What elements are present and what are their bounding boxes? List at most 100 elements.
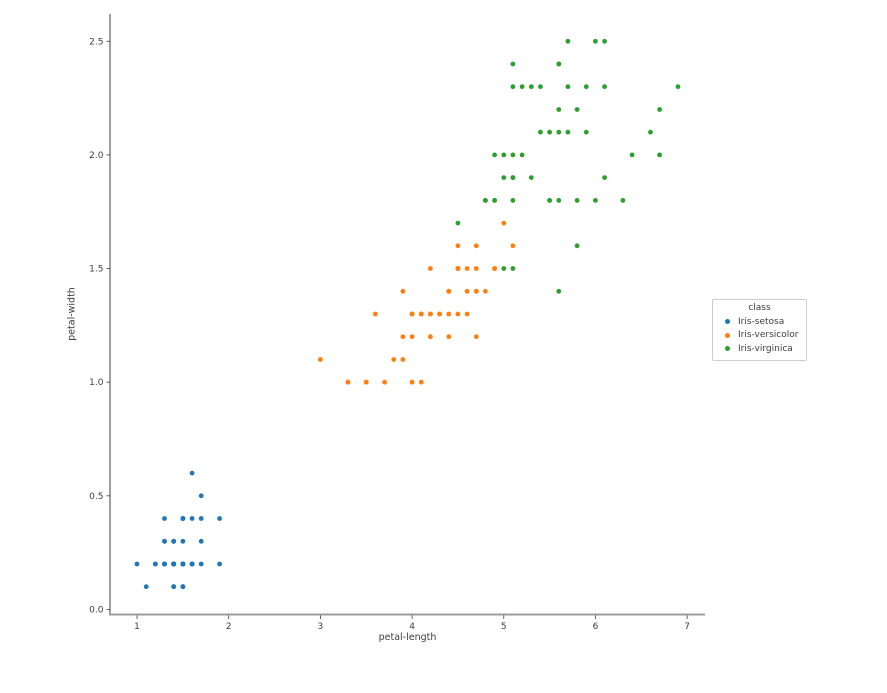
data-point-iris-setosa <box>180 561 186 567</box>
data-point-iris-versicolor <box>428 334 433 340</box>
x-tick-label: 1 <box>134 622 140 632</box>
legend-item-iris-versicolor: Iris-versicolor <box>719 329 800 343</box>
data-point-iris-virginica <box>510 266 516 271</box>
data-point-iris-virginica <box>455 220 461 226</box>
data-point-iris-setosa <box>198 561 204 567</box>
data-point-iris-virginica <box>574 198 580 203</box>
data-point-iris-virginica <box>556 107 562 112</box>
data-point-iris-versicolor <box>363 379 369 385</box>
data-point-iris-virginica <box>574 243 580 249</box>
data-point-iris-virginica <box>565 38 571 44</box>
data-point-iris-virginica <box>583 84 589 90</box>
data-point-iris-versicolor <box>345 379 351 385</box>
data-point-iris-virginica <box>528 84 534 90</box>
data-point-iris-virginica <box>556 288 562 294</box>
x-tick-label: 2 <box>226 622 232 632</box>
legend-marker-icon <box>725 346 730 352</box>
data-point-iris-virginica <box>538 84 543 90</box>
data-point-iris-virginica <box>519 84 525 90</box>
data-point-iris-virginica <box>492 198 497 203</box>
data-point-iris-virginica <box>556 61 562 67</box>
data-point-iris-setosa <box>162 561 167 567</box>
data-point-iris-setosa <box>171 584 177 590</box>
data-point-iris-versicolor <box>446 288 452 294</box>
data-point-iris-versicolor <box>473 334 479 340</box>
data-point-iris-virginica <box>510 175 516 181</box>
legend-item-label: Iris-versicolor <box>738 330 799 341</box>
data-point-iris-versicolor <box>382 379 387 385</box>
x-axis-label: petal-length <box>378 632 437 643</box>
data-point-iris-versicolor <box>464 288 470 294</box>
legend-item-iris-setosa: Iris-setosa <box>719 315 800 329</box>
data-point-iris-versicolor <box>464 311 470 317</box>
data-point-iris-setosa <box>171 538 177 544</box>
data-point-iris-virginica <box>528 175 534 181</box>
data-point-iris-virginica <box>556 198 562 203</box>
data-point-iris-virginica <box>657 152 662 158</box>
legend-title: class <box>748 303 771 313</box>
data-point-iris-setosa <box>217 516 223 521</box>
legend-item-label: Iris-virginica <box>738 343 793 354</box>
data-point-iris-virginica <box>483 198 488 203</box>
data-point-iris-virginica <box>547 198 552 203</box>
data-point-iris-versicolor <box>501 220 507 226</box>
x-tick-label: 6 <box>593 622 599 632</box>
data-point-iris-virginica <box>501 152 507 158</box>
x-tick-label: 3 <box>318 622 324 632</box>
data-point-iris-versicolor <box>418 379 424 385</box>
data-point-iris-versicolor <box>400 357 406 362</box>
legend-marker-icon <box>725 332 730 338</box>
y-axis-label: petal-width <box>66 287 78 341</box>
data-point-iris-versicolor <box>473 243 479 249</box>
x-tick-label: 7 <box>684 622 690 632</box>
y-tick-label: 1.0 <box>89 378 104 388</box>
data-point-iris-setosa <box>217 561 223 567</box>
data-point-iris-versicolor <box>428 266 433 271</box>
data-point-iris-virginica <box>556 129 562 135</box>
data-point-iris-virginica <box>602 84 607 90</box>
y-tick-label: 0.5 <box>89 492 103 502</box>
data-point-iris-setosa <box>134 561 140 567</box>
data-point-iris-virginica <box>675 84 681 90</box>
data-point-iris-versicolor <box>455 311 461 317</box>
data-point-iris-setosa <box>198 493 204 499</box>
data-point-iris-setosa <box>180 538 186 544</box>
y-tick-label: 2.5 <box>89 37 103 47</box>
data-point-iris-setosa <box>180 584 186 590</box>
data-point-iris-versicolor <box>400 288 406 294</box>
data-point-iris-virginica <box>510 152 516 158</box>
data-point-iris-setosa <box>189 516 195 521</box>
data-point-iris-versicolor <box>473 288 479 294</box>
data-point-iris-versicolor <box>464 266 470 271</box>
data-point-iris-versicolor <box>455 266 461 271</box>
data-point-iris-virginica <box>602 38 607 44</box>
data-point-iris-versicolor <box>510 243 516 249</box>
data-point-iris-virginica <box>510 198 516 203</box>
data-point-iris-virginica <box>593 198 598 203</box>
data-point-iris-virginica <box>547 129 552 135</box>
data-point-iris-virginica <box>574 107 580 112</box>
legend-item-label: Iris-setosa <box>738 316 785 327</box>
data-point-iris-versicolor <box>483 288 488 294</box>
y-tick-label: 2.0 <box>89 151 104 161</box>
data-point-iris-setosa <box>162 516 167 521</box>
data-point-iris-versicolor <box>473 266 479 271</box>
data-point-iris-setosa <box>198 538 204 544</box>
data-point-iris-setosa <box>162 538 167 544</box>
data-point-iris-versicolor <box>373 311 378 317</box>
data-point-iris-versicolor <box>409 311 415 317</box>
data-point-iris-versicolor <box>318 357 323 362</box>
data-point-iris-virginica <box>657 107 662 112</box>
data-point-iris-virginica <box>519 152 525 158</box>
x-tick-label: 4 <box>409 622 415 632</box>
data-point-iris-virginica <box>510 84 516 90</box>
data-point-iris-virginica <box>602 175 607 181</box>
data-point-iris-virginica <box>501 175 507 181</box>
data-point-iris-versicolor <box>409 334 415 340</box>
data-point-iris-virginica <box>629 152 635 158</box>
data-point-iris-setosa <box>198 516 204 521</box>
data-point-iris-versicolor <box>428 311 433 317</box>
data-point-iris-versicolor <box>455 243 461 249</box>
y-tick-label: 1.5 <box>89 265 103 275</box>
